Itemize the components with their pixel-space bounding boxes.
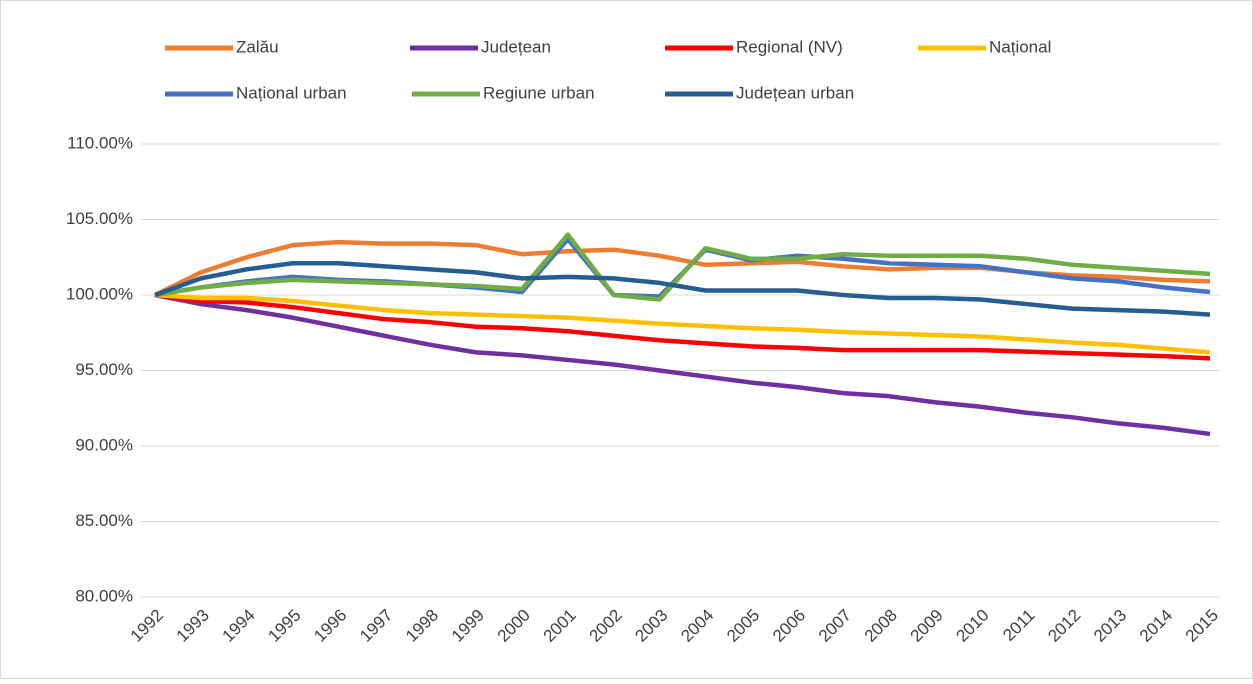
y-tick-label: 80.00% bbox=[75, 586, 133, 605]
legend-label: Național urban bbox=[236, 83, 347, 102]
legend-label: Județean bbox=[481, 37, 551, 56]
series-line bbox=[154, 292, 1211, 355]
y-tick-label: 105.00% bbox=[66, 209, 133, 228]
series-line bbox=[154, 232, 1211, 302]
y-tick-label: 95.00% bbox=[75, 360, 133, 379]
y-tick-label: 110.00% bbox=[67, 133, 133, 152]
series-line bbox=[154, 261, 1211, 317]
legend-label: Județean urban bbox=[736, 83, 854, 102]
legend-label: Zalău bbox=[236, 37, 279, 56]
legend-label: Regiune urban bbox=[483, 83, 595, 102]
legend-label: Regional (NV) bbox=[736, 37, 843, 56]
y-tick-label: 85.00% bbox=[75, 511, 133, 530]
series-line bbox=[154, 292, 1211, 437]
y-tick-label: 90.00% bbox=[75, 435, 133, 454]
y-tick-label: 100.00% bbox=[66, 284, 133, 303]
series-line bbox=[154, 292, 1211, 361]
legend-label: Național bbox=[989, 37, 1051, 56]
